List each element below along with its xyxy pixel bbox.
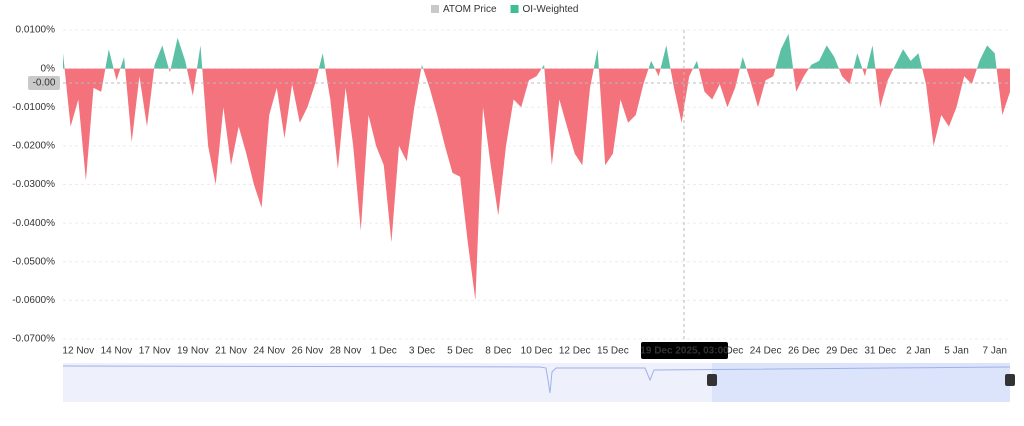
x-tick-label: 17 Nov [139,346,171,357]
x-tick-label: 5 Dec [447,346,473,357]
navigator-handle[interactable] [707,374,717,386]
crosshair-x-box [641,342,728,359]
x-tick-label: 26 Nov [292,346,324,357]
y-tick-label: -0.0500% [12,256,55,267]
x-tick-label: 1 Dec [371,346,397,357]
x-tick-label: 28 Nov [330,346,362,357]
x-tick-label: 15 Dec [597,346,629,357]
legend-swatch [510,5,519,13]
x-tick-label: 26 Dec [788,346,820,357]
y-tick-label: -0.0200% [12,141,55,152]
y-tick-label: 0% [41,63,56,74]
y-tick-label: -0.0300% [12,179,55,190]
legend-label: OI-Weighted [523,4,579,15]
y-tick-label: -0.0400% [12,218,55,229]
x-tick-label: 12 Dec [559,346,591,357]
x-tick-label: 19 Nov [177,346,209,357]
y-tick-label: 0.0100% [16,25,56,36]
y-tick-label: -0.0100% [12,102,55,113]
legend-label: ATOM Price [443,4,497,15]
x-tick-label: 29 Dec [826,346,858,357]
x-tick-label: 10 Dec [521,346,553,357]
crosshair-x-label: 19 Dec 2025, 03:00 [640,346,729,357]
x-tick-label: 21 Nov [215,346,247,357]
navigator-line [62,365,1011,394]
x-tick-label: 8 Dec [485,346,511,357]
x-tick-label: 31 Dec [864,346,896,357]
area [63,33,1010,301]
x-tick-label: 14 Nov [101,346,133,357]
x-tick-label: 7 Jan [982,346,1006,357]
x-tick-label: 2 Jan [906,346,930,357]
y-tick-label: -0.0600% [12,295,55,306]
legend-swatch [431,5,439,13]
x-tick-label: 5 Jan [944,346,968,357]
navigator-handle[interactable] [1005,374,1015,386]
x-tick-label: 12 Nov [62,346,94,357]
navigator [62,363,1015,402]
x-tick-label: 24 Dec [750,346,782,357]
x-tick-label: 24 Nov [253,346,285,357]
crosshair-y-label: -0.00 [33,78,56,89]
x-tick-label: 3 Dec [409,346,435,357]
crosshair-y-box [28,76,60,90]
y-tick-label: -0.0700% [12,334,55,345]
